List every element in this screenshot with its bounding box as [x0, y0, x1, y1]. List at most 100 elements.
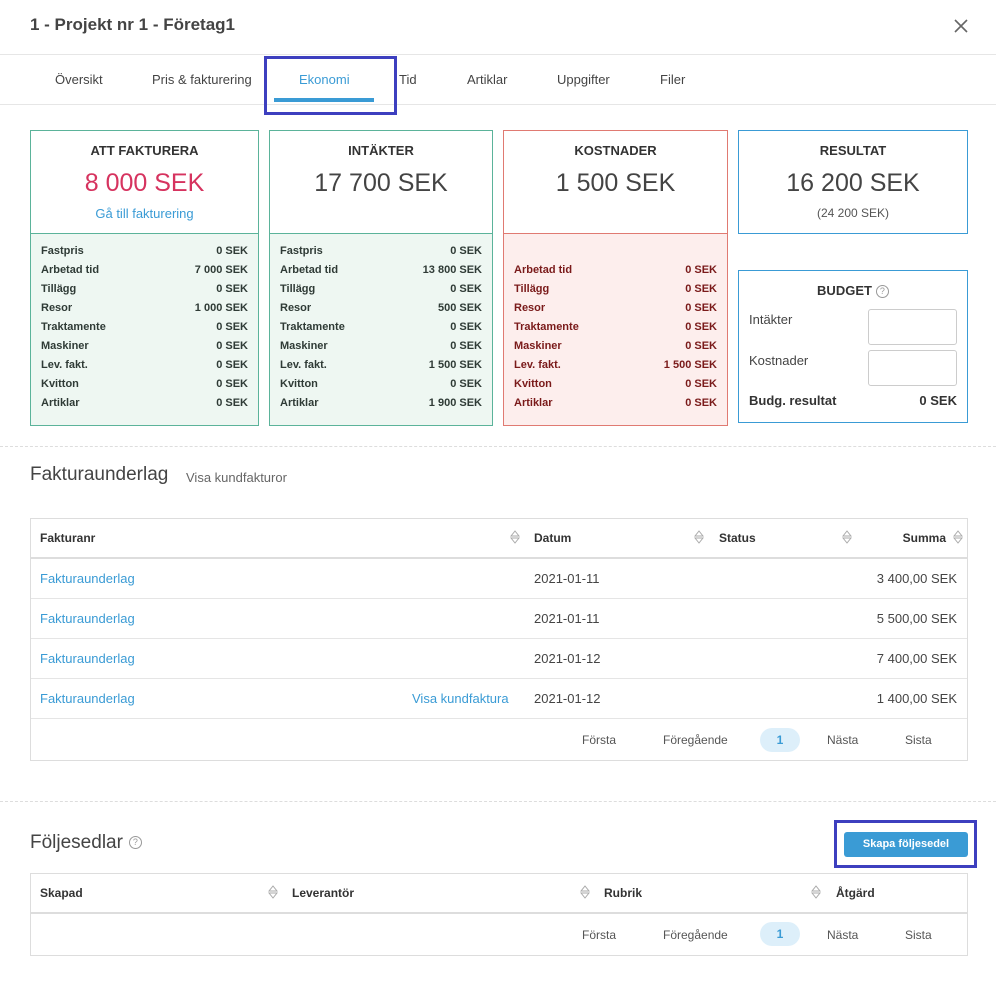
card-title: ATT FAKTURERA	[90, 143, 199, 158]
show-customer-invoices-link[interactable]: Visa kundfakturor	[186, 470, 287, 485]
breakdown-label: Maskiner	[514, 340, 562, 352]
breakdown-row: Resor 0 SEK	[514, 302, 717, 321]
card-amount: 1 500 SEK	[555, 169, 676, 197]
sort-icon[interactable]	[810, 885, 822, 899]
col-header-atgard[interactable]: Åtgärd	[836, 886, 875, 900]
breakdown-label: Resor	[514, 302, 546, 314]
pagination-next[interactable]: Nästa	[827, 928, 859, 942]
breakdown-label: Traktamente	[280, 321, 345, 333]
sort-icon[interactable]	[693, 530, 705, 544]
col-header-rubrik[interactable]: Rubrik	[604, 886, 643, 900]
breakdown-value: 0 SEK	[685, 302, 717, 314]
breakdown-value: 0 SEK	[450, 340, 482, 352]
tab-pris-fakturering[interactable]: Pris & fakturering	[152, 72, 252, 87]
table-cell-summa: 7 400,00 SEK	[876, 651, 957, 666]
tab-ekonomi[interactable]: Ekonomi	[299, 72, 350, 87]
breakdown-label: Tillägg	[280, 283, 316, 295]
pagination-last[interactable]: Sista	[905, 733, 932, 747]
card-amount: 17 700 SEK	[314, 169, 448, 197]
breakdown-row: Artiklar 1 900 SEK	[280, 397, 482, 416]
budget-intakter-input[interactable]	[868, 309, 957, 345]
card-title: KOSTNADER	[574, 143, 657, 158]
card-breakdown: Arbetad tid 0 SEK Tillägg 0 SEK Resor 0 SEK Tr…	[504, 233, 727, 425]
pagination-current-page[interactable]: 1	[760, 728, 800, 752]
table-cell-datum: 2021-01-12	[534, 691, 601, 706]
pagination-previous[interactable]: Föregående	[663, 928, 728, 942]
breakdown-row: Resor 1 000 SEK	[41, 302, 248, 321]
invoice-basis-link[interactable]: Fakturaunderlag	[40, 651, 135, 666]
col-header-summa[interactable]: Summa	[902, 531, 946, 545]
section-title-foljesedlar: Följesedlar?	[30, 832, 142, 854]
tab-filer[interactable]: Filer	[660, 72, 686, 87]
sort-icon[interactable]	[509, 530, 521, 544]
sort-icon[interactable]	[267, 885, 279, 899]
invoice-basis-link[interactable]: Fakturaunderlag	[40, 571, 135, 586]
section-title-text: Följesedlar	[30, 832, 123, 853]
breakdown-row: Lev. fakt. 0 SEK	[41, 359, 248, 378]
card-title: RESULTAT	[819, 143, 887, 158]
col-header-leverantor[interactable]: Leverantör	[292, 886, 355, 900]
col-header-datum[interactable]: Datum	[534, 531, 572, 545]
create-delivery-note-button[interactable]: Skapa följesedel	[844, 832, 968, 857]
breakdown-value: 0 SEK	[216, 321, 248, 333]
card-breakdown: Fastpris 0 SEK Arbetad tid 7 000 SEK Tillägg…	[31, 233, 258, 425]
breakdown-row: Arbetad tid 0 SEK	[514, 264, 717, 283]
breakdown-row: Tillägg 0 SEK	[41, 283, 248, 302]
invoice-basis-link[interactable]: Fakturaunderlag	[40, 691, 135, 706]
tab-artiklar[interactable]: Artiklar	[467, 72, 508, 87]
col-header-status[interactable]: Status	[719, 531, 756, 545]
invoice-basis-link[interactable]: Fakturaunderlag	[40, 611, 135, 626]
breakdown-label: Kvitton	[41, 378, 79, 390]
tab-tid[interactable]: Tid	[399, 72, 417, 87]
pagination-first[interactable]: Första	[582, 928, 617, 942]
tab-bar: Översikt Pris & fakturering Ekonomi Tid …	[0, 55, 996, 105]
close-icon[interactable]	[946, 11, 976, 41]
help-icon[interactable]: ?	[128, 836, 142, 850]
pagination-last[interactable]: Sista	[905, 928, 932, 942]
breakdown-value: 1 500 SEK	[663, 359, 717, 371]
breakdown-label: Lev. fakt.	[41, 359, 88, 371]
sort-icon[interactable]	[579, 885, 591, 899]
breakdown-row: Arbetad tid 13 800 SEK	[280, 264, 482, 283]
table-cell-datum: 2021-01-12	[534, 651, 601, 666]
card-intakter: INTÄKTER 17 700 SEK Fastpris 0 SEK Arbetad…	[269, 130, 493, 426]
modal-header: 1 - Projekt nr 1 - Företag1	[0, 0, 996, 55]
help-icon[interactable]: ?	[875, 285, 889, 299]
modal-title: 1 - Projekt nr 1 - Företag1	[30, 15, 235, 34]
tab-oversikt[interactable]: Översikt	[55, 72, 103, 87]
row-divider	[31, 638, 967, 639]
pagination-first[interactable]: Första	[582, 733, 617, 747]
show-customer-invoice-link[interactable]: Visa kundfaktura	[412, 691, 509, 706]
breakdown-label: Arbetad tid	[280, 264, 339, 276]
tab-uppgifter[interactable]: Uppgifter	[557, 72, 610, 87]
breakdown-label: Fastpris	[41, 245, 84, 257]
sort-icon[interactable]	[952, 530, 964, 544]
col-header-skapad[interactable]: Skapad	[40, 886, 83, 900]
active-tab-indicator	[274, 98, 374, 102]
budget-intakter-label: Intäkter	[749, 312, 793, 327]
pagination-current-page[interactable]: 1	[760, 922, 800, 946]
breakdown-row: Arbetad tid 7 000 SEK	[41, 264, 248, 283]
breakdown-value: 1 000 SEK	[194, 302, 248, 314]
breakdown-value: 0 SEK	[216, 245, 248, 257]
budget-kostnader-input[interactable]	[868, 350, 957, 386]
sort-icon[interactable]	[841, 530, 853, 544]
breakdown-value: 0 SEK	[685, 340, 717, 352]
breakdown-value: 7 000 SEK	[194, 264, 248, 276]
breakdown-value: 0 SEK	[216, 397, 248, 409]
breakdown-row: Artiklar 0 SEK	[514, 397, 717, 416]
breakdown-row: Maskiner 0 SEK	[514, 340, 717, 359]
breakdown-label: Kvitton	[280, 378, 318, 390]
go-to-invoicing-link[interactable]: Gå till fakturering	[95, 206, 194, 221]
breakdown-label: Artiklar	[514, 397, 553, 409]
breakdown-row: Kvitton 0 SEK	[514, 378, 717, 397]
breakdown-row: Traktamente 0 SEK	[514, 321, 717, 340]
pagination-next[interactable]: Nästa	[827, 733, 859, 747]
row-divider	[31, 598, 967, 599]
card-breakdown: Fastpris 0 SEK Arbetad tid 13 800 SEK Tilläg…	[270, 233, 492, 425]
col-header-fakturanr[interactable]: Fakturanr	[40, 531, 96, 545]
breakdown-value: 0 SEK	[450, 321, 482, 333]
pagination-previous[interactable]: Föregående	[663, 733, 728, 747]
breakdown-row: Fastpris 0 SEK	[41, 245, 248, 264]
breakdown-label: Traktamente	[41, 321, 106, 333]
